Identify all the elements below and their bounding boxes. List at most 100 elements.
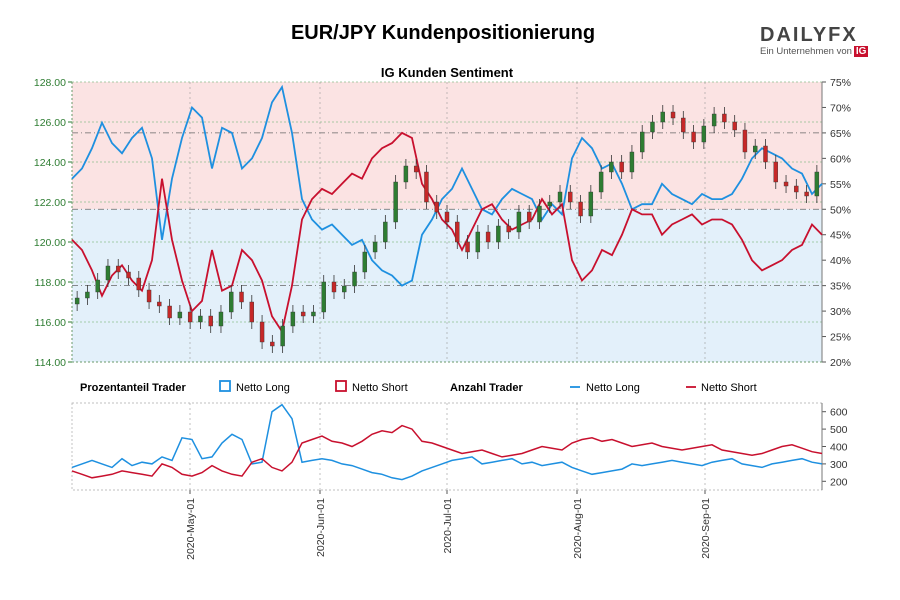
candle-body bbox=[732, 121, 737, 131]
candle-body bbox=[681, 117, 686, 133]
pct-tick-label: 70% bbox=[830, 102, 851, 114]
candle-body bbox=[475, 231, 481, 253]
candle-body bbox=[352, 271, 357, 287]
candle-body bbox=[270, 341, 275, 347]
legend-long-count-label: Netto Long bbox=[586, 382, 640, 394]
candle-body bbox=[619, 161, 624, 173]
candle-body bbox=[146, 289, 152, 303]
candle-body bbox=[650, 121, 655, 133]
candle-body bbox=[300, 311, 306, 317]
legend-long-swatch bbox=[219, 380, 231, 392]
count-tick-label: 400 bbox=[830, 442, 848, 454]
candle-body bbox=[116, 265, 121, 273]
candle-body bbox=[218, 311, 224, 327]
candle-body bbox=[434, 201, 439, 213]
candle-body bbox=[342, 285, 347, 293]
candle-body bbox=[362, 251, 368, 273]
price-tick-label: 114.00 bbox=[35, 357, 66, 369]
candle-body bbox=[136, 277, 141, 291]
x-tick-label: 2020-May-01 bbox=[185, 498, 197, 560]
x-tick-label: 2020-Sep-01 bbox=[700, 498, 712, 559]
candle-body bbox=[157, 301, 162, 307]
net-short-count-line bbox=[71, 424, 823, 479]
candle-body bbox=[187, 311, 193, 323]
candle-body bbox=[85, 291, 90, 299]
candle-body bbox=[804, 191, 809, 197]
candle-body bbox=[670, 111, 676, 119]
logo-subtitle-text: Ein Unternehmen von bbox=[760, 46, 852, 57]
candle-body bbox=[311, 311, 316, 317]
short-zone-background bbox=[72, 82, 822, 210]
dailyfx-logo: DAILYFX Ein Unternehmen von IG bbox=[760, 24, 870, 64]
candle-body bbox=[229, 291, 234, 313]
x-tick-label: 2020-Jul-01 bbox=[442, 498, 454, 554]
candle-body bbox=[95, 279, 100, 293]
logo-word: DAILYFX bbox=[760, 24, 858, 46]
pct-tick-label: 40% bbox=[830, 255, 851, 267]
price-tick-label: 126.00 bbox=[34, 117, 66, 129]
pct-tick-label: 75% bbox=[830, 77, 851, 89]
candle-body bbox=[783, 181, 789, 187]
candle-body bbox=[701, 125, 707, 143]
net-long-pct-line bbox=[71, 84, 823, 287]
candle-body bbox=[742, 129, 748, 153]
price-tick-label: 128.00 bbox=[34, 77, 66, 89]
candle-body bbox=[547, 201, 552, 207]
candle-body bbox=[403, 165, 409, 183]
pct-tick-label: 20% bbox=[830, 357, 851, 369]
candle-body bbox=[424, 171, 429, 203]
logo-subtitle: Ein Unternehmen von IG bbox=[760, 46, 870, 57]
pct-tick-label: 55% bbox=[830, 179, 851, 191]
legend-short-count-label: Netto Short bbox=[701, 382, 757, 394]
candle-body bbox=[722, 113, 727, 123]
net-long-count-line bbox=[71, 403, 823, 481]
candle-body bbox=[280, 325, 285, 347]
candle-body bbox=[177, 311, 183, 319]
candle-body bbox=[239, 291, 244, 303]
candle-body bbox=[598, 171, 604, 193]
count-tick-label: 500 bbox=[830, 424, 848, 436]
candle-body bbox=[496, 225, 501, 243]
candle-body bbox=[393, 181, 398, 223]
price-tick-label: 118.00 bbox=[35, 277, 66, 289]
candle-body bbox=[321, 281, 326, 313]
candle-body bbox=[259, 321, 265, 343]
candle-body bbox=[557, 191, 563, 203]
candle-body bbox=[249, 301, 254, 323]
candle-body bbox=[568, 191, 573, 203]
candle-body bbox=[455, 221, 460, 243]
candle-body bbox=[372, 241, 378, 253]
candle-body bbox=[444, 211, 450, 223]
candle-body bbox=[753, 145, 758, 153]
candle-body bbox=[578, 201, 583, 217]
candle-body bbox=[609, 161, 614, 173]
legend-short-label: Netto Short bbox=[352, 382, 408, 394]
candle-body bbox=[383, 221, 388, 243]
pct-tick-label: 45% bbox=[830, 230, 851, 242]
candle-body bbox=[290, 311, 296, 327]
candle-body bbox=[167, 305, 172, 319]
candle-body bbox=[126, 271, 131, 279]
count-tick-label: 200 bbox=[830, 476, 848, 488]
candle-body bbox=[105, 265, 111, 281]
pct-tick-label: 30% bbox=[830, 306, 851, 318]
candle-body bbox=[814, 171, 820, 197]
legend-group1-title: Prozentanteil Trader bbox=[80, 382, 186, 394]
candle-body bbox=[537, 205, 542, 223]
candle-body bbox=[526, 211, 532, 223]
page-title: EUR/JPY Kundenpositionierung bbox=[290, 22, 596, 44]
candle-body bbox=[516, 211, 522, 233]
price-tick-label: 122.00 bbox=[34, 197, 66, 209]
price-tick-label: 124.00 bbox=[34, 157, 66, 169]
count-tick-label: 600 bbox=[830, 407, 848, 419]
candle-body bbox=[588, 191, 594, 217]
pct-tick-label: 50% bbox=[830, 204, 851, 216]
ig-badge-icon: IG bbox=[853, 46, 869, 57]
candle-body bbox=[506, 225, 511, 233]
candle-body bbox=[413, 165, 419, 173]
x-tick-label: 2020-Aug-01 bbox=[572, 498, 584, 559]
pct-tick-label: 65% bbox=[830, 128, 851, 140]
candle-body bbox=[208, 315, 213, 327]
candle-body bbox=[629, 151, 635, 173]
